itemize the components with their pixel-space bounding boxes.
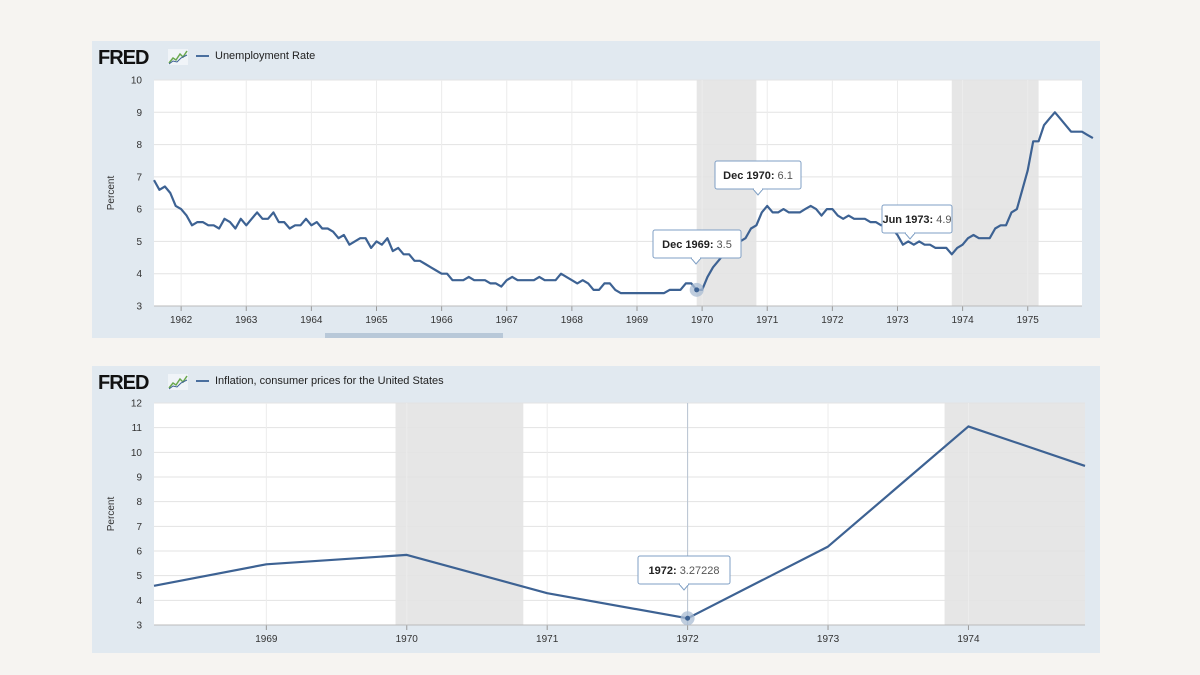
y-tick-label: 8: [136, 497, 142, 508]
inflation-chart-panel: FRED Inflation, consumer prices for the …: [92, 366, 1100, 653]
y-tick-label: 3: [136, 302, 142, 313]
fred-logo[interactable]: FRED: [98, 47, 149, 69]
y-tick-label: 6: [136, 547, 142, 558]
recession-band: [944, 403, 1085, 625]
y-tick-label: 12: [131, 399, 143, 410]
fred-logo[interactable]: FRED: [98, 372, 149, 394]
legend-label: Unemployment Rate: [215, 50, 316, 62]
y-tick-label: 10: [131, 448, 143, 459]
x-tick-label: 1973: [886, 315, 909, 326]
y-tick-label: 9: [136, 473, 142, 484]
x-tick-label: 1970: [396, 634, 419, 645]
y-tick-label: 11: [132, 423, 143, 434]
highlight-point[interactable]: [694, 287, 700, 293]
tooltip-text: Dec 1970: 6.1: [723, 170, 793, 182]
y-tick-label: 6: [136, 205, 142, 216]
y-tick-label: 7: [136, 172, 142, 183]
tooltip-label: Dec 1970:: [723, 170, 774, 182]
x-tick-label: 1970: [691, 315, 714, 326]
inflation-chart[interactable]: 3 4 5 6 7 8 9 10 11 12 1969 1970 1971 1972 1973 1974 Per…: [92, 366, 1100, 653]
y-tick-label: 7: [136, 522, 142, 533]
x-tick-label: 1971: [756, 315, 779, 326]
tooltip-pointer: [752, 188, 764, 196]
y-axis-title: Percent: [106, 497, 117, 532]
data-tooltip: Dec 1970: 6.1: [714, 160, 802, 196]
tooltip-value: 3.5: [717, 239, 732, 251]
x-tick-label: 1969: [255, 634, 278, 645]
tooltip-pointer: [904, 232, 916, 240]
y-axis-title: Percent: [106, 176, 117, 211]
x-tick-label: 1973: [817, 634, 840, 645]
tooltip-pointer: [690, 257, 702, 265]
data-tooltip: Dec 1969: 3.5: [652, 229, 742, 265]
tooltip-text: Jun 1973: 4.9: [882, 214, 951, 226]
x-tick-label: 1971: [536, 634, 559, 645]
tooltip-text: 1972: 3.27228: [649, 565, 720, 577]
tooltip-value: 3.27228: [680, 565, 720, 577]
x-tick-label: 1972: [821, 315, 844, 326]
y-tick-label: 5: [136, 571, 142, 582]
unemployment-chart-panel: FRED Unemployment Rate 3 4 5 6 7 8 9 10 1962 1963…: [92, 41, 1100, 338]
tooltip-box: [881, 204, 953, 234]
legend[interactable]: Unemployment Rate: [196, 50, 315, 62]
tooltip-text: Dec 1969: 3.5: [662, 239, 732, 251]
y-tick-label: 8: [136, 140, 142, 151]
tooltip-pointer: [678, 583, 690, 591]
tooltip-label: Jun 1973:: [882, 214, 933, 226]
plot-area: [154, 403, 1085, 625]
recession-band: [395, 403, 524, 625]
y-tick-label: 3: [136, 621, 142, 632]
fred-chart-icon: [168, 49, 188, 65]
y-tick-label: 4: [136, 596, 142, 607]
x-tick-label: 1963: [235, 315, 258, 326]
tooltip-value: 6.1: [778, 170, 793, 182]
y-tick-label: 9: [136, 108, 142, 119]
plot-area: [154, 80, 1082, 306]
x-tick-label: 1968: [561, 315, 584, 326]
fred-chart-icon: [168, 374, 188, 390]
recession-band: [951, 80, 1039, 306]
recession-band: [696, 80, 757, 306]
series-line[interactable]: [153, 111, 1094, 295]
x-tick-label: 1962: [170, 315, 193, 326]
x-tick-label: 1975: [1017, 315, 1040, 326]
legend[interactable]: Inflation, consumer prices for the Unite…: [196, 375, 444, 387]
y-tick-label: 4: [136, 269, 142, 280]
x-tick-label: 1974: [957, 634, 980, 645]
y-tick-label: 5: [136, 237, 142, 248]
legend-label: Inflation, consumer prices for the Unite…: [215, 375, 444, 387]
legend-swatch: [196, 55, 209, 57]
series-line[interactable]: [153, 425, 1086, 620]
y-tick-label: 10: [131, 76, 143, 87]
legend-swatch: [196, 380, 209, 382]
range-slider-thumb[interactable]: [325, 333, 503, 338]
x-tick-label: 1966: [431, 315, 454, 326]
tooltip-label: Dec 1969:: [662, 239, 713, 251]
data-tooltip: 1972: 3.27228: [637, 555, 731, 591]
x-tick-label: 1974: [951, 315, 974, 326]
x-tick-label: 1972: [676, 634, 699, 645]
tooltip-label: 1972:: [649, 565, 677, 577]
x-tick-label: 1965: [365, 315, 388, 326]
tooltip-value: 4.9: [936, 214, 951, 226]
data-tooltip: Jun 1973: 4.9: [881, 204, 953, 240]
x-tick-label: 1969: [626, 315, 649, 326]
x-tick-label: 1967: [496, 315, 519, 326]
x-tick-label: 1964: [300, 315, 323, 326]
unemployment-chart[interactable]: 3 4 5 6 7 8 9 10 1962 1963 1964 1965 1966 1967 1968 196…: [92, 41, 1100, 338]
highlight-point[interactable]: [685, 615, 691, 621]
